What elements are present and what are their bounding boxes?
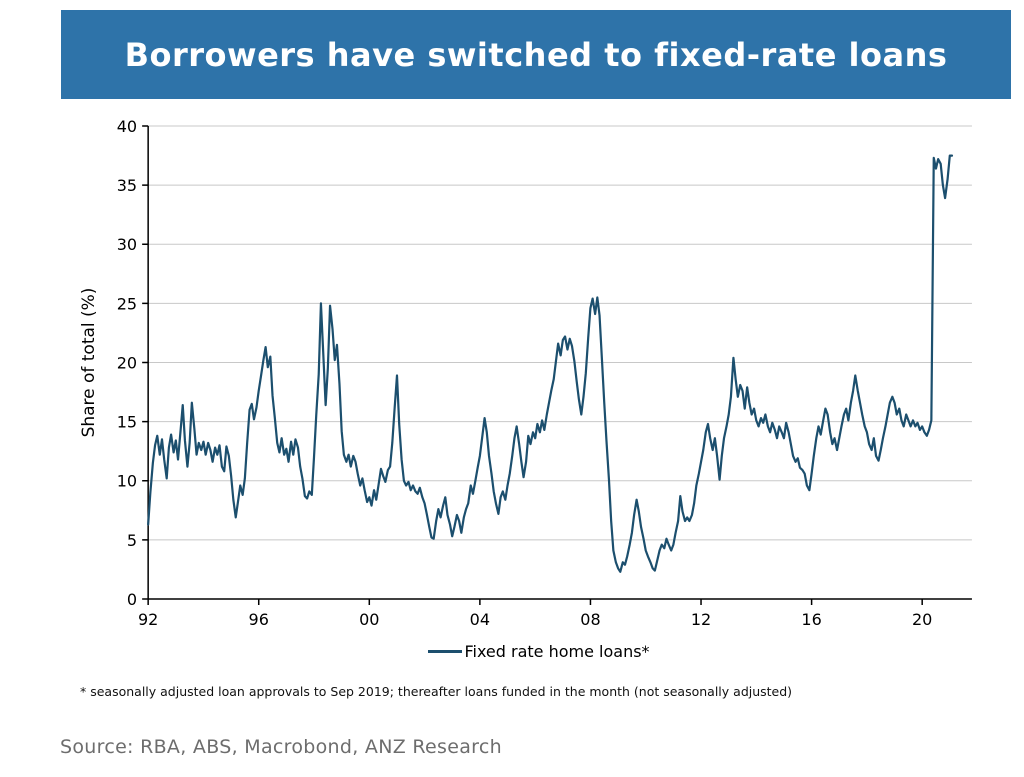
x-tick-label: 96 [249,610,269,629]
legend: Fixed rate home loans* [78,642,1000,661]
title-banner: Borrowers have switched to fixed-rate lo… [61,10,1011,99]
x-tick-label: 20 [912,610,932,629]
legend-label: Fixed rate home loans* [464,642,650,661]
footnote: * seasonally adjusted loan approvals to … [80,684,793,699]
chart-area: 0 5 10 15 20 25 30 35 40 92 96 00 04 08 12 16 20 Share of… [78,114,1000,639]
series-line [147,154,954,573]
x-tick-label: 92 [138,610,158,629]
y-tick-label: 0 [127,590,137,609]
source-line: Source: RBA, ABS, Macrobond, ANZ Researc… [60,736,502,758]
chart-title: Borrowers have switched to fixed-rate lo… [124,35,948,74]
y-tick-label: 30 [117,235,137,254]
chart-svg: 0 5 10 15 20 25 30 35 40 92 96 00 04 08 12 16 20 Share of… [79,117,972,629]
legend-line-swatch [428,650,463,653]
y-axis-label: Share of total (%) [79,288,99,438]
y-tick-label: 35 [117,176,137,195]
x-tick-label: 16 [801,610,821,629]
y-tick-label: 20 [117,354,137,373]
y-tick-label: 15 [117,413,137,432]
x-tick-label: 12 [691,610,711,629]
x-tick-label: 08 [580,610,600,629]
x-tick-label: 04 [470,610,490,629]
y-tick-label: 10 [117,472,137,491]
y-tick-label: 40 [117,117,137,136]
y-tick-label: 5 [127,531,137,550]
y-tick-label: 25 [117,294,137,313]
x-tick-label: 00 [359,610,379,629]
